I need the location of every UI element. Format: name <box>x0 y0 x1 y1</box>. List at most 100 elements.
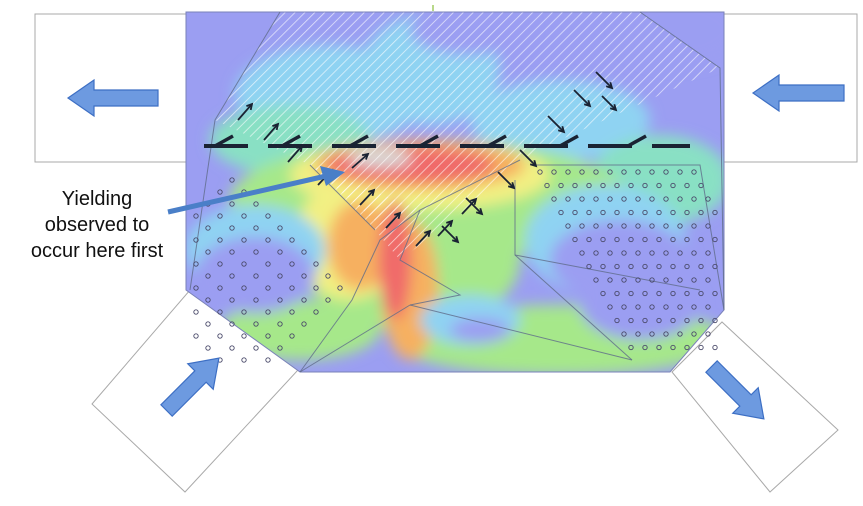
circle-icon <box>684 317 690 324</box>
circle-icon <box>712 344 718 351</box>
circle-icon <box>241 357 247 363</box>
circle-icon <box>313 285 319 291</box>
shear-arrow-group <box>214 71 647 247</box>
circle-icon <box>649 277 655 283</box>
circle-icon <box>705 331 711 337</box>
small-arrow-icon <box>385 211 402 229</box>
circle-icon <box>621 304 627 310</box>
circle-icon <box>193 261 199 267</box>
circle-icon <box>635 223 641 229</box>
circle-icon <box>241 309 247 315</box>
small-arrow-icon <box>461 197 478 215</box>
circle-icon <box>614 236 620 243</box>
circle-icon <box>229 201 235 207</box>
circle-icon <box>663 304 669 310</box>
circle-icon <box>265 333 271 339</box>
small-arrow-icon <box>351 152 370 169</box>
circle-icon <box>677 196 683 202</box>
circle-icon <box>253 249 259 255</box>
circle-icon <box>593 277 599 283</box>
circle-icon <box>628 317 634 324</box>
circle-icon <box>698 290 704 297</box>
circle-icon <box>593 223 599 229</box>
circle-icon <box>663 250 669 256</box>
circle-icon <box>205 345 211 351</box>
circle-icon <box>621 196 627 202</box>
load-arrow-left <box>66 78 159 118</box>
circle-icon <box>670 317 676 324</box>
circle-icon <box>614 182 620 189</box>
load-arrow-bottom-right <box>705 360 765 420</box>
circle-icon <box>537 169 543 175</box>
half-arrow-icon <box>349 134 369 148</box>
circle-icon <box>705 277 711 283</box>
circle-icon <box>621 277 627 283</box>
circle-icon <box>217 309 223 315</box>
circle-icon <box>229 249 235 255</box>
circle-icon <box>572 182 578 189</box>
circle-icon <box>712 209 718 216</box>
circle-icon <box>607 277 613 283</box>
circle-icon <box>253 201 259 207</box>
half-arrow-icon <box>627 134 647 148</box>
circle-icon <box>265 309 271 315</box>
circle-icon <box>614 290 620 297</box>
circle-icon <box>705 250 711 256</box>
small-arrow-icon <box>519 149 538 168</box>
half-arrow-icon <box>559 134 579 148</box>
interior-lines <box>189 11 725 373</box>
circle-icon <box>656 182 662 189</box>
circle-icon <box>241 285 247 291</box>
circle-icon <box>677 250 683 256</box>
circle-icon <box>635 250 641 256</box>
circle-icon <box>649 196 655 202</box>
circle-icon <box>217 333 223 339</box>
small-arrow-icon <box>287 144 304 163</box>
circle-icon <box>698 344 704 351</box>
circle-icon <box>551 196 557 202</box>
circle-icon <box>691 196 697 202</box>
circle-icon <box>642 236 648 243</box>
circle-icon <box>325 273 331 279</box>
circle-icon <box>684 344 690 351</box>
circle-icon <box>337 285 343 291</box>
circle-icon <box>621 223 627 229</box>
small-arrow-icon <box>573 89 592 108</box>
small-arrow-icon <box>595 71 614 90</box>
circle-icon <box>705 304 711 310</box>
circle-icon <box>628 182 634 189</box>
small-arrow-icon <box>601 95 618 112</box>
circle-icon <box>313 261 319 267</box>
circle-icon <box>712 236 718 243</box>
circle-icon <box>277 297 283 303</box>
circle-icon <box>277 225 283 231</box>
circle-icon <box>684 209 690 216</box>
circle-icon <box>712 263 718 270</box>
circle-icon <box>705 223 711 229</box>
yielding-annotation: Yielding observed to occur here first <box>2 186 192 264</box>
circle-icon <box>642 182 648 189</box>
circle-icon <box>277 249 283 255</box>
half-arrow-icon <box>487 134 507 148</box>
circle-icon <box>698 263 704 270</box>
circle-icon <box>628 263 634 270</box>
circle-icon <box>684 263 690 270</box>
circle-icon <box>607 169 613 175</box>
circle-icon <box>663 169 669 175</box>
circle-icon <box>684 236 690 243</box>
circle-icon <box>229 177 235 183</box>
circle-icon <box>663 277 669 283</box>
annotation-line-3: occur here first <box>30 240 164 262</box>
circle-icon <box>677 277 683 283</box>
small-arrow-icon <box>547 115 566 134</box>
load-arrow-right <box>751 73 845 113</box>
gusset-plate-outline <box>185 11 725 373</box>
circle-icon <box>670 263 676 270</box>
small-arrow-icon <box>359 188 376 206</box>
annotation-pointer-arrow <box>167 166 345 215</box>
circle-icon <box>628 209 634 216</box>
circle-icon <box>193 285 199 291</box>
circle-icon <box>684 182 690 189</box>
circle-icon <box>217 213 223 219</box>
